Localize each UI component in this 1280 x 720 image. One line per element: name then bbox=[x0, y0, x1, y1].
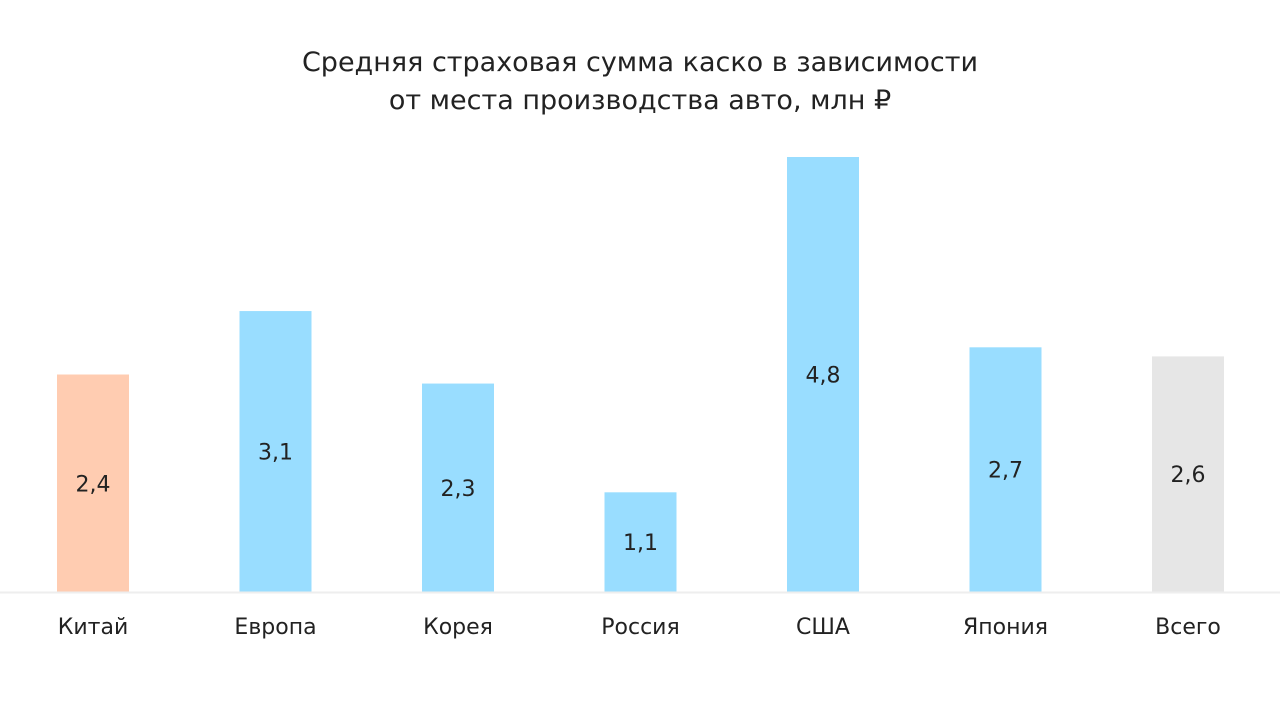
x-tick-label: Корея bbox=[423, 615, 493, 640]
x-tick-label: Китай bbox=[58, 615, 129, 640]
chart-title-line-1: Средняя страховая сумма каско в зависимо… bbox=[301, 47, 979, 78]
bar bbox=[239, 311, 312, 592]
bar bbox=[422, 383, 494, 592]
bar bbox=[969, 347, 1042, 592]
data-label: 3,1 bbox=[258, 441, 293, 466]
data-label: 1,1 bbox=[623, 531, 658, 556]
bar bbox=[604, 492, 677, 592]
bar bbox=[57, 374, 129, 592]
bar bbox=[787, 157, 859, 592]
data-label: 2,3 bbox=[441, 477, 476, 502]
data-label: 4,8 bbox=[806, 364, 841, 389]
x-tick-label: Европа bbox=[234, 615, 316, 640]
data-label: 2,6 bbox=[1171, 463, 1206, 488]
data-label: 2,4 bbox=[76, 472, 111, 497]
x-tick-label: Всего bbox=[1155, 615, 1221, 640]
x-tick-label: Япония bbox=[963, 615, 1048, 640]
chart-title-line-2: от места производства авто, млн ₽ bbox=[388, 85, 892, 116]
x-tick-label: США bbox=[796, 615, 850, 640]
chart-title: Средняя страховая сумма каско в зависимо… bbox=[0, 44, 1280, 120]
bar bbox=[1152, 356, 1224, 592]
x-tick-label: Россия bbox=[601, 615, 679, 640]
data-label: 2,7 bbox=[988, 459, 1023, 484]
